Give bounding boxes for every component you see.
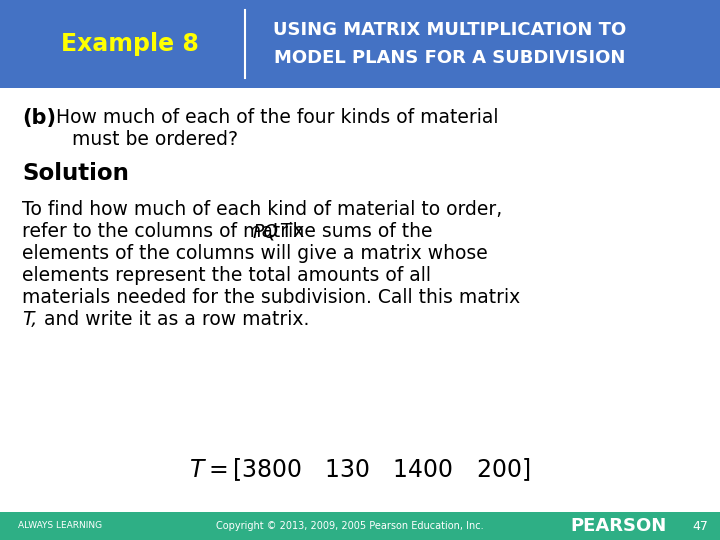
FancyBboxPatch shape xyxy=(0,0,720,88)
Text: must be ordered?: must be ordered? xyxy=(72,130,238,149)
Text: 47: 47 xyxy=(692,519,708,532)
Text: PEARSON: PEARSON xyxy=(570,517,666,535)
Text: elements represent the total amounts of all: elements represent the total amounts of … xyxy=(22,266,431,285)
Text: materials needed for the subdivision. Call this matrix: materials needed for the subdivision. Ca… xyxy=(22,288,521,307)
Text: elements of the columns will give a matrix whose: elements of the columns will give a matr… xyxy=(22,244,487,263)
Text: To find how much of each kind of material to order,: To find how much of each kind of materia… xyxy=(22,200,503,219)
Text: refer to the columns of matrix: refer to the columns of matrix xyxy=(22,222,310,241)
Text: USING MATRIX MULTIPLICATION TO: USING MATRIX MULTIPLICATION TO xyxy=(274,21,626,39)
Text: PQ: PQ xyxy=(253,222,279,241)
Text: . The sums of the: . The sums of the xyxy=(269,222,433,241)
Text: MODEL PLANS FOR A SUBDIVISION: MODEL PLANS FOR A SUBDIVISION xyxy=(274,49,626,67)
Text: Solution: Solution xyxy=(22,162,129,185)
Text: (b): (b) xyxy=(22,108,56,128)
FancyBboxPatch shape xyxy=(0,512,720,540)
Text: and write it as a row matrix.: and write it as a row matrix. xyxy=(38,310,310,329)
Text: How much of each of the four kinds of material: How much of each of the four kinds of ma… xyxy=(56,108,498,127)
Text: Example 8: Example 8 xyxy=(61,32,199,56)
Text: Copyright © 2013, 2009, 2005 Pearson Education, Inc.: Copyright © 2013, 2009, 2005 Pearson Edu… xyxy=(216,521,484,531)
Text: $\mathit{T} = \left[3800 \quad 130 \quad 1400 \quad 200\right]$: $\mathit{T} = \left[3800 \quad 130 \quad… xyxy=(189,457,531,483)
Text: ALWAYS LEARNING: ALWAYS LEARNING xyxy=(18,522,102,530)
Text: T,: T, xyxy=(22,310,37,329)
